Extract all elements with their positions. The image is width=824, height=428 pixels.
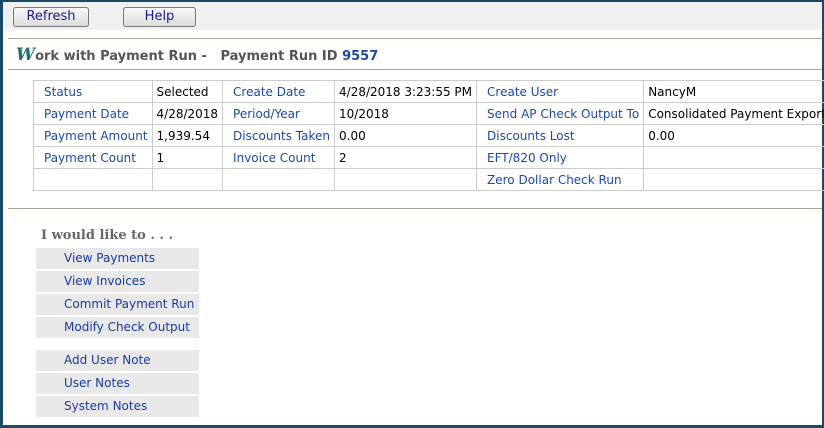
field-value: Consolidated Payment Export bbox=[643, 102, 824, 125]
field-value: 1,939.54 bbox=[151, 124, 224, 147]
field-value bbox=[334, 168, 478, 191]
field-value: 0.00 bbox=[334, 124, 478, 147]
field-label: Zero Dollar Check Run bbox=[476, 168, 645, 191]
action-modify-check-output[interactable]: Modify Check Output bbox=[36, 317, 199, 338]
table-row: Status Selected Create Date 4/28/2018 3:23:… bbox=[33, 80, 824, 103]
table-row: Payment Date 4/28/2018 Period/Year 10/2018 S… bbox=[33, 102, 824, 125]
page-title: Work with Payment Run - Payment Run ID 9… bbox=[16, 45, 379, 65]
action-user-notes[interactable]: User Notes bbox=[36, 373, 199, 394]
actions-heading: I would like to . . . bbox=[41, 228, 173, 243]
divider bbox=[8, 69, 822, 70]
refresh-button[interactable]: Refresh bbox=[13, 7, 89, 27]
field-value: 10/2018 bbox=[334, 102, 478, 125]
field-label: Payment Amount bbox=[33, 124, 153, 147]
field-label: Create Date bbox=[222, 80, 336, 103]
field-value: NancyM bbox=[643, 80, 824, 103]
field-value: 1 bbox=[151, 146, 224, 169]
field-label: Send AP Check Output To bbox=[476, 102, 645, 125]
field-label: Status bbox=[33, 80, 153, 103]
action-view-payments[interactable]: View Payments bbox=[36, 248, 199, 269]
action-system-notes[interactable]: System Notes bbox=[36, 396, 199, 417]
field-label: Payment Count bbox=[33, 146, 153, 169]
divider bbox=[8, 38, 822, 39]
field-label bbox=[222, 168, 336, 191]
payment-run-id: 9557 bbox=[342, 49, 379, 64]
field-value: Selected bbox=[151, 80, 224, 103]
field-value: 0.00 bbox=[643, 124, 824, 147]
window: Refresh Help Work with Payment Run - Pay… bbox=[3, 2, 824, 425]
divider bbox=[8, 208, 822, 209]
action-add-user-note[interactable]: Add User Note bbox=[36, 350, 199, 371]
field-value bbox=[643, 146, 824, 169]
field-label: Discounts Taken bbox=[222, 124, 336, 147]
field-value: 2 bbox=[334, 146, 478, 169]
field-value: 4/28/2018 3:23:55 PM bbox=[334, 80, 478, 103]
action-commit-payment-run[interactable]: Commit Payment Run bbox=[36, 294, 199, 315]
details-table: Status Selected Create Date 4/28/2018 3:23:… bbox=[33, 80, 824, 191]
field-label bbox=[33, 168, 153, 191]
field-label: Discounts Lost bbox=[476, 124, 645, 147]
field-value: 4/28/2018 bbox=[151, 102, 224, 125]
help-button[interactable]: Help bbox=[123, 7, 196, 27]
field-value bbox=[151, 168, 224, 191]
field-label: Period/Year bbox=[222, 102, 336, 125]
field-value bbox=[643, 168, 824, 191]
field-label: Payment Date bbox=[33, 102, 153, 125]
field-label: Invoice Count bbox=[222, 146, 336, 169]
table-row: Zero Dollar Check Run bbox=[33, 168, 824, 191]
table-row: Payment Count 1 Invoice Count 2 EFT/820 Only bbox=[33, 146, 824, 169]
field-label: Create User bbox=[476, 80, 645, 103]
table-row: Payment Amount 1,939.54 Discounts Taken 0.0… bbox=[33, 124, 824, 147]
field-label: EFT/820 Only bbox=[476, 146, 645, 169]
action-view-invoices[interactable]: View Invoices bbox=[36, 271, 199, 292]
